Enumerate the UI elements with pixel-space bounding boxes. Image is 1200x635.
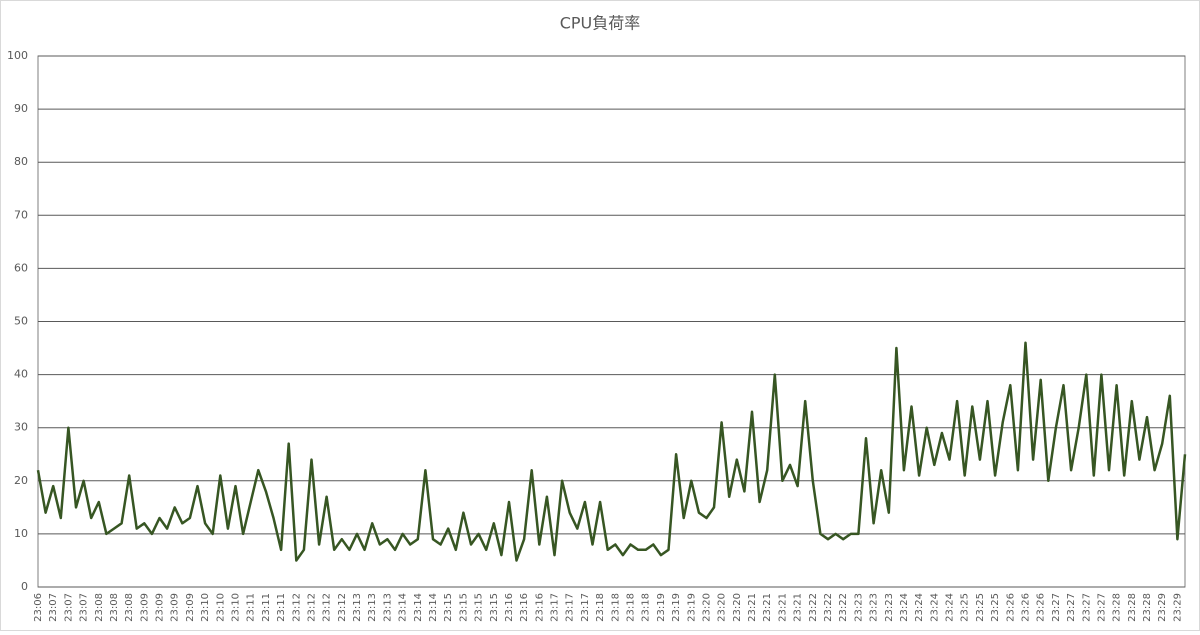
- x-tick-label: 23:28: [1127, 593, 1138, 622]
- x-tick-label: 23:12: [306, 593, 317, 622]
- x-tick-label: 23:07: [63, 593, 74, 622]
- x-tick-label: 23:09: [185, 593, 196, 622]
- x-tick-label: 23:15: [443, 593, 454, 622]
- x-tick-label: 23:10: [200, 593, 211, 622]
- x-tick-label: 23:12: [291, 593, 302, 622]
- x-tick-label: 23:12: [337, 593, 348, 622]
- x-tick-label: 23:15: [489, 593, 500, 622]
- y-tick-label: 30: [14, 421, 28, 434]
- x-tick-label: 23:18: [610, 593, 621, 622]
- x-tick-label: 23:26: [1036, 593, 1047, 622]
- x-tick-label: 23:08: [109, 593, 120, 622]
- x-tick-label: 23:22: [808, 593, 819, 622]
- x-tick-label: 23:10: [215, 593, 226, 622]
- y-tick-label: 90: [14, 102, 28, 115]
- x-tick-label: 23:14: [428, 593, 439, 622]
- x-tick-label: 23:09: [139, 593, 150, 622]
- x-tick-label: 23:25: [975, 593, 986, 622]
- x-tick-label: 23:27: [1081, 593, 1092, 622]
- x-tick-label: 23:13: [367, 593, 378, 622]
- x-tick-label: 23:16: [534, 593, 545, 622]
- x-tick-label: 23:29: [1172, 593, 1183, 622]
- x-tick-label: 23:16: [519, 593, 530, 622]
- x-tick-label: 23:21: [777, 593, 788, 622]
- x-tick-label: 23:22: [823, 593, 834, 622]
- x-tick-label: 23:18: [595, 593, 606, 622]
- x-tick-label: 23:08: [94, 593, 105, 622]
- x-tick-label: 23:18: [641, 593, 652, 622]
- x-tick-label: 23:10: [230, 593, 241, 622]
- x-tick-label: 23:20: [717, 593, 728, 622]
- x-tick-label: 23:13: [382, 593, 393, 622]
- x-tick-label: 23:25: [990, 593, 1001, 622]
- y-tick-label: 50: [14, 315, 28, 328]
- x-tick-label: 23:15: [474, 593, 485, 622]
- x-tick-label: 23:28: [1142, 593, 1153, 622]
- x-tick-label: 23:18: [625, 593, 636, 622]
- x-tick-label: 23:19: [671, 593, 682, 622]
- x-tick-label: 23:23: [884, 593, 895, 622]
- x-tick-label: 23:20: [732, 593, 743, 622]
- x-tick-label: 23:19: [686, 593, 697, 622]
- x-tick-label: 23:21: [747, 593, 758, 622]
- x-tick-label: 23:17: [550, 593, 561, 622]
- x-tick-label: 23:19: [656, 593, 667, 622]
- y-tick-label: 80: [14, 155, 28, 168]
- x-tick-label: 23:26: [1005, 593, 1016, 622]
- x-tick-label: 23:24: [914, 593, 925, 622]
- x-tick-label: 23:17: [565, 593, 576, 622]
- y-tick-label: 70: [14, 208, 28, 221]
- chart-title: CPU負荷率: [560, 14, 641, 33]
- x-tick-label: 23:11: [246, 593, 257, 622]
- y-tick-label: 100: [7, 49, 28, 62]
- x-tick-label: 23:14: [398, 593, 409, 622]
- x-tick-label: 23:17: [580, 593, 591, 622]
- x-tick-label: 23:11: [276, 593, 287, 622]
- y-tick-label: 10: [14, 527, 28, 540]
- x-tick-label: 23:20: [701, 593, 712, 622]
- x-tick-label: 23:21: [793, 593, 804, 622]
- x-tick-label: 23:26: [1020, 593, 1031, 622]
- x-tick-label: 23:07: [79, 593, 90, 622]
- x-tick-label: 23:12: [322, 593, 333, 622]
- x-tick-label: 23:16: [504, 593, 515, 622]
- x-tick-label: 23:24: [899, 593, 910, 622]
- y-tick-label: 40: [14, 368, 28, 381]
- x-tick-label: 23:08: [124, 593, 135, 622]
- x-tick-label: 23:27: [1066, 593, 1077, 622]
- x-tick-label: 23:29: [1157, 593, 1168, 622]
- x-tick-label: 23:09: [155, 593, 166, 622]
- x-tick-label: 23:13: [352, 593, 363, 622]
- x-tick-label: 23:25: [960, 593, 971, 622]
- x-tick-label: 23:07: [48, 593, 59, 622]
- y-tick-label: 20: [14, 474, 28, 487]
- x-tick-label: 23:22: [838, 593, 849, 622]
- x-tick-label: 23:23: [853, 593, 864, 622]
- x-tick-label: 23:24: [945, 593, 956, 622]
- x-tick-label: 23:27: [1096, 593, 1107, 622]
- data-line: [36, 341, 1187, 562]
- x-tick-label: 23:11: [261, 593, 272, 622]
- x-tick-label: 23:21: [762, 593, 773, 622]
- x-tick-label: 23:06: [33, 593, 44, 622]
- y-tick-label: 0: [21, 580, 28, 593]
- x-tick-label: 23:15: [458, 593, 469, 622]
- x-tick-label: 23:14: [413, 593, 424, 622]
- x-tick-label: 23:09: [170, 593, 181, 622]
- x-tick-label: 23:27: [1051, 593, 1062, 622]
- y-tick-label: 60: [14, 261, 28, 274]
- x-tick-label: 23:24: [929, 593, 940, 622]
- x-tick-label: 23:28: [1112, 593, 1123, 622]
- x-tick-label: 23:23: [869, 593, 880, 622]
